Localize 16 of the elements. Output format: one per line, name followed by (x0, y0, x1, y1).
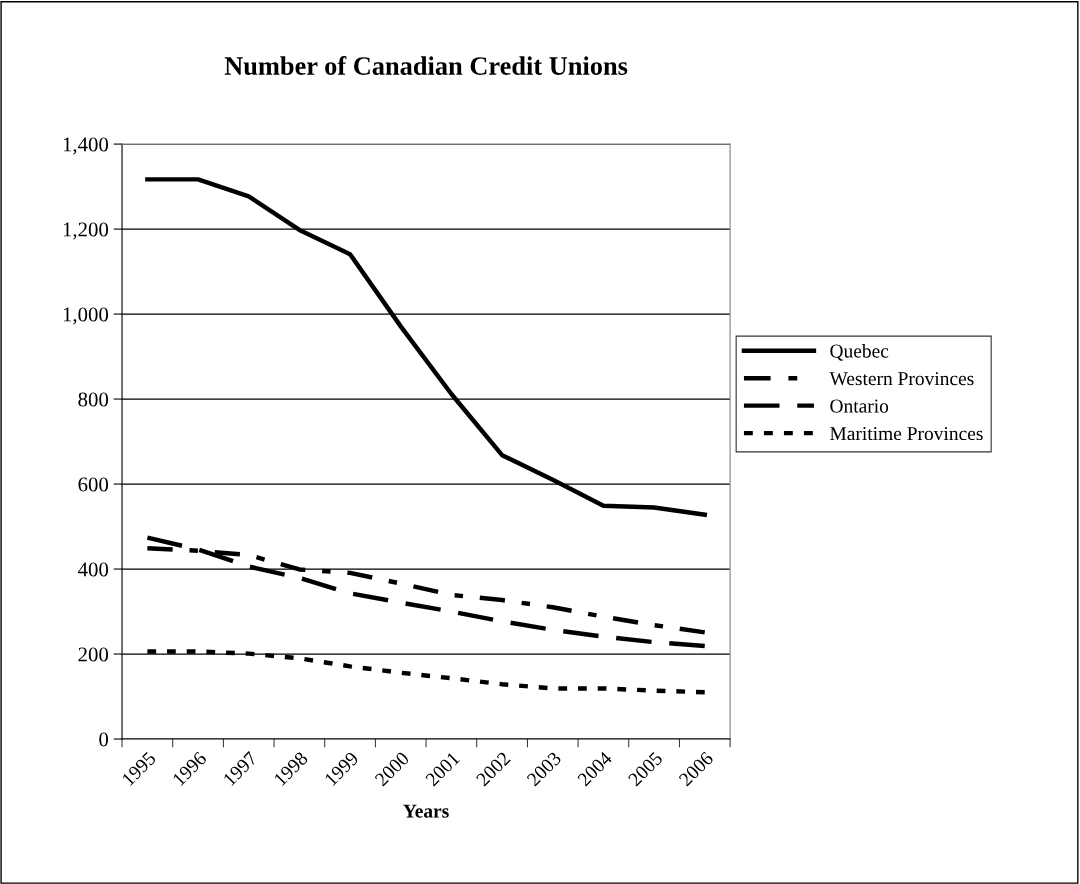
y-tick-label: 600 (78, 477, 109, 492)
y-tick-label: 800 (78, 392, 109, 407)
y-tick-label: 200 (78, 647, 109, 662)
legend-label: Ontario (830, 399, 889, 413)
y-tick-label: 400 (78, 562, 109, 577)
chart-title: Number of Canadian Credit Unions (224, 56, 628, 75)
y-tick-label: 1,200 (63, 222, 109, 240)
y-tick-label: 1,000 (63, 307, 109, 325)
x-axis-title: Years (403, 804, 449, 818)
x-tick-label: 2001 (424, 751, 461, 787)
y-tick-label: 1,400 (63, 137, 109, 155)
legend-label: Maritime Provinces (830, 427, 983, 441)
y-tick-label: 0 (99, 732, 109, 747)
legend-label: Western Provinces (829, 372, 974, 386)
legend-label: Quebec (830, 343, 889, 361)
x-tick-label: 1999 (324, 751, 360, 787)
